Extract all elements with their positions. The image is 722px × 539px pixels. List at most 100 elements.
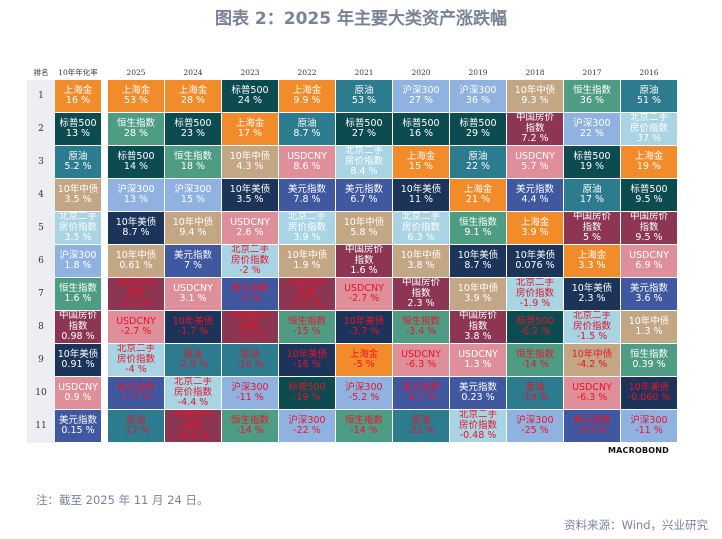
cell-return-value: 4.3 %: [236, 161, 264, 172]
cell-return-value: 1.9 %: [293, 260, 321, 271]
cell-asset-name: 原油: [68, 150, 88, 162]
table-cell: 上海金 53 %: [108, 80, 164, 112]
cell-return-value: -1.9 %: [519, 298, 551, 310]
cell-return-value: 1.6 %: [350, 265, 378, 277]
cell-return-value: 16 %: [408, 128, 434, 139]
table-cell: 恒生指数 -3.4 %: [393, 311, 449, 343]
table-cell: 沪深300 36 %: [450, 80, 506, 112]
table-cell: USDCNY -2.7 %: [108, 311, 164, 343]
header-10年年化率: 10年年化率: [58, 68, 98, 77]
cell-return-value: -1.5 %: [576, 331, 608, 343]
table-cell: 标普500 13 %: [55, 113, 101, 145]
cell-asset-name: 北京二手房价指数: [629, 113, 668, 134]
cell-return-value: -19 %: [521, 392, 549, 403]
cell-asset-name: 中国房价指数: [116, 278, 155, 299]
cell-asset-name: 10年美债: [229, 183, 271, 195]
rank-label: 1: [27, 80, 55, 113]
table-cell: 北京二手房价指数 -0.48 %: [450, 410, 506, 442]
cell-return-value: -22 %: [407, 425, 435, 436]
cell-return-value: 36 %: [579, 95, 605, 106]
table-cell: 沪深300 -11 %: [222, 377, 278, 409]
cell-return-value: 28 %: [123, 128, 149, 139]
cell-asset-name: 上海金: [520, 216, 550, 228]
header-2020: 2020: [411, 68, 431, 77]
table-cell: 原油 5.2 %: [55, 146, 101, 178]
cell-asset-name: 恒生指数: [116, 117, 155, 129]
cell-asset-name: 上海金: [634, 150, 664, 162]
cell-asset-name: 沪深300: [459, 84, 497, 96]
cell-asset-name: USDCNY: [401, 348, 441, 360]
rank-label: 10: [27, 377, 55, 410]
cell-asset-name: 沪深300: [402, 84, 440, 96]
cell-asset-name: 沪深300: [231, 381, 269, 393]
cell-asset-name: 沪深300: [516, 414, 554, 426]
table-cell: 10年中债 3.8 %: [393, 245, 449, 277]
cell-return-value: 3.9 %: [521, 227, 549, 238]
cell-asset-name: 10年中债: [57, 183, 99, 195]
cell-asset-name: 恒生指数: [572, 84, 611, 96]
header-2024: 2024: [183, 68, 203, 77]
cell-return-value: 5.7 %: [521, 161, 549, 172]
cell-return-value: 27 %: [408, 95, 434, 106]
cell-asset-name: 10年美债: [514, 249, 556, 261]
table-cell: 北京二手房价指数 8.4 %: [336, 146, 392, 178]
cell-return-value: -6.3 %: [576, 392, 608, 403]
cell-asset-name: 中国房价指数: [287, 278, 326, 299]
cell-asset-name: 中国房价指数: [629, 212, 668, 233]
cell-return-value: -4.4 %: [177, 397, 209, 409]
table-cell: 上海金 19 %: [621, 146, 677, 178]
cell-asset-name: 恒生指数: [173, 150, 212, 162]
cell-asset-name: 沪深300: [573, 117, 611, 129]
cell-asset-name: 10年美债: [400, 183, 442, 195]
cell-return-value: -22 %: [293, 425, 321, 436]
cell-asset-name: 恒生指数: [629, 348, 668, 360]
cell-return-value: 3.8 %: [407, 260, 435, 271]
rank-label: 9: [27, 344, 55, 377]
table-cell: USDCNY 8.6 %: [279, 146, 335, 178]
table-cell: 恒生指数 -15 %: [279, 311, 335, 343]
table-cell: 原油 -17 %: [108, 410, 164, 442]
table-cell: 10年美债 8.7 %: [108, 212, 164, 244]
header-2019: 2019: [468, 68, 488, 77]
cell-asset-name: 美元指数: [458, 381, 497, 393]
cell-asset-name: 北京二手房价指数: [458, 410, 497, 431]
cell-return-value: 27 %: [351, 128, 377, 139]
cell-return-value: -3.7 %: [348, 326, 380, 337]
cell-return-value: -2.7 %: [120, 326, 152, 337]
cell-asset-name: 北京二手房价指数: [230, 245, 269, 266]
cell-return-value: 17 %: [237, 128, 263, 139]
table-cell: 恒生指数 9.1 %: [450, 212, 506, 244]
table-cell: 中国房价指数 0.98 %: [55, 311, 101, 343]
cell-return-value: -7.7 %: [120, 392, 152, 403]
table-cell: 10年美债 -0.060 %: [621, 377, 677, 409]
table-cell: 沪深300 -11 %: [621, 410, 677, 442]
cell-return-value: -14 %: [350, 425, 378, 436]
table-cell: 标普500 29 %: [450, 113, 506, 145]
table-cell: 上海金 9.9 %: [279, 80, 335, 112]
table-cell: 北京二手房价指数 -1.5 %: [564, 311, 620, 343]
cell-return-value: 2.6 %: [236, 227, 264, 238]
table-cell: 恒生指数 0.39 %: [621, 344, 677, 376]
table-cell: 10年美债 3.5 %: [222, 179, 278, 211]
cell-asset-name: 10年美债: [115, 216, 157, 228]
table-cell: 10年中债 3.9 %: [450, 278, 506, 310]
cell-asset-name: 中国房价指数: [401, 278, 440, 299]
table-cell: 上海金 3.9 %: [507, 212, 563, 244]
table-cell: 中国房价指数 7.2 %: [507, 113, 563, 145]
cell-return-value: -2.7 %: [348, 293, 380, 304]
cell-asset-name: USDCNY: [116, 315, 156, 327]
table-cell: 沪深300 15 %: [165, 179, 221, 211]
table-cell: 沪深300 13 %: [108, 179, 164, 211]
table-cell: 10年中债 9.3 %: [507, 80, 563, 112]
cell-return-value: 9.9 %: [293, 95, 321, 106]
cell-return-value: 6.7 %: [350, 194, 378, 205]
cell-return-value: 3.9 %: [293, 232, 321, 244]
cell-return-value: 8.7 %: [464, 260, 492, 271]
cell-asset-name: 北京二手房价指数: [116, 344, 155, 365]
table-cell: 北京二手房价指数 -4.4 %: [165, 377, 221, 409]
cell-asset-name: 上海金: [406, 150, 436, 162]
table-cell: USDCNY 3.1 %: [165, 278, 221, 310]
cell-asset-name: 10年美债: [571, 282, 613, 294]
cell-asset-name: 10年中债: [457, 282, 499, 294]
cell-return-value: 9.3 %: [521, 95, 549, 106]
